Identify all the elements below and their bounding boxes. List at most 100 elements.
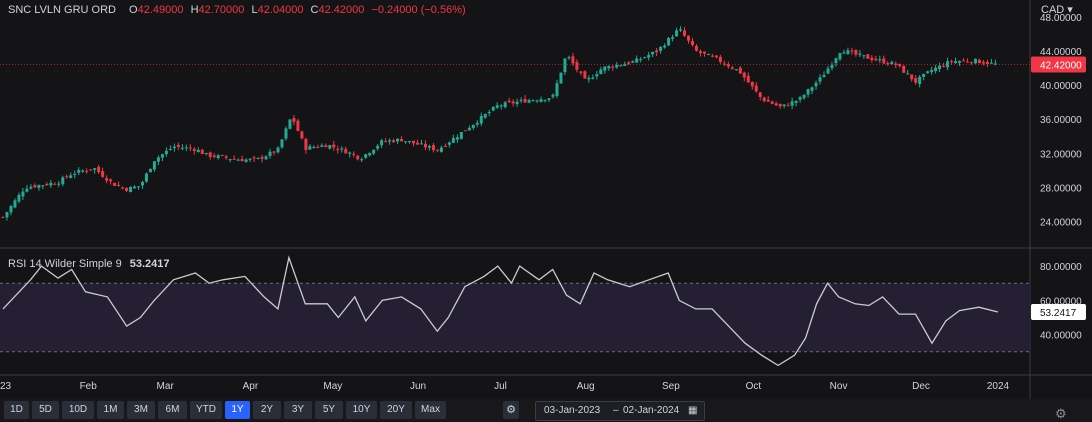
price-tick-label: 48.00000 xyxy=(1040,13,1082,24)
settings-gear-icon[interactable]: ⚙ xyxy=(503,401,519,419)
candle-body xyxy=(870,57,874,61)
chevron-down-icon: ▾ xyxy=(1067,4,1073,16)
range-button-6m[interactable]: 6M xyxy=(158,401,187,419)
candle-body xyxy=(376,145,380,149)
range-button-2y[interactable]: 2Y xyxy=(253,401,281,419)
candle-body xyxy=(467,127,471,131)
candle-body xyxy=(101,171,105,177)
open-value: 42.49000 xyxy=(137,4,184,16)
candle-body xyxy=(224,156,228,158)
candle-body xyxy=(419,143,423,145)
candle-body xyxy=(950,61,954,63)
candle-body xyxy=(176,144,180,147)
candle-body xyxy=(910,74,914,80)
candle-body xyxy=(447,142,451,145)
range-button-10y[interactable]: 10Y xyxy=(346,401,377,419)
rsi-legend-value: 53.2417 xyxy=(129,258,170,270)
range-button-20y[interactable]: 20Y xyxy=(380,401,412,419)
candle-body xyxy=(810,87,814,91)
candle-body xyxy=(276,147,280,153)
candle-body xyxy=(344,149,348,154)
last-price-tag xyxy=(1031,56,1086,73)
candle-body xyxy=(129,186,133,193)
candle-body xyxy=(85,170,89,172)
range-button-3y[interactable]: 3Y xyxy=(284,401,312,419)
range-button-1m[interactable]: 1M xyxy=(97,401,124,419)
range-button-5d[interactable]: 5D xyxy=(32,401,59,419)
candle-body xyxy=(603,66,607,71)
candle-body xyxy=(722,63,726,65)
candle-body xyxy=(21,191,25,197)
candle-body xyxy=(798,97,802,100)
range-button-max[interactable]: Max xyxy=(415,401,446,419)
currency-selector[interactable]: CAD ▾ xyxy=(1041,3,1073,16)
candle-body xyxy=(81,170,85,172)
time-tick-label: Oct xyxy=(746,381,762,392)
candle-body xyxy=(519,99,523,101)
candle-body xyxy=(172,146,176,149)
range-button-5y[interactable]: 5Y xyxy=(315,401,343,419)
candle-body xyxy=(188,147,192,149)
candle-body xyxy=(292,118,296,122)
candle-body xyxy=(29,186,33,189)
candle-body xyxy=(874,58,878,61)
candle-body xyxy=(37,185,41,188)
candle-body xyxy=(200,149,204,155)
candle-body xyxy=(392,140,396,143)
candle-body xyxy=(706,54,710,56)
candle-body xyxy=(483,114,487,118)
candle-body xyxy=(774,103,778,106)
candle-body xyxy=(459,132,463,139)
candle-body xyxy=(308,146,312,150)
range-button-ytd[interactable]: YTD xyxy=(190,401,222,419)
candle-body xyxy=(559,72,563,84)
date-range-picker[interactable]: 03-Jan-2023 – 02-Jan-2024 ▦ xyxy=(535,401,705,421)
candle-body xyxy=(443,145,447,147)
candle-body xyxy=(364,154,368,158)
chart-settings-icon[interactable]: ⚙ xyxy=(1055,406,1067,421)
candle-body xyxy=(97,166,101,173)
candle-body xyxy=(539,99,543,102)
candle-body xyxy=(854,50,858,55)
time-tick-label: Aug xyxy=(577,381,595,392)
range-button-10d[interactable]: 10D xyxy=(62,401,94,419)
candle-body xyxy=(296,120,300,131)
candle-body xyxy=(216,155,220,159)
candle-body xyxy=(316,146,320,148)
candle-body xyxy=(567,57,571,59)
candle-body xyxy=(838,53,842,60)
candle-body xyxy=(65,176,69,178)
candle-body xyxy=(878,59,882,61)
range-button-1d[interactable]: 1D xyxy=(4,401,29,419)
candle-body xyxy=(220,155,224,157)
candle-body xyxy=(587,77,591,80)
candle-body xyxy=(240,158,244,162)
candle-body xyxy=(822,75,826,78)
candle-body xyxy=(125,188,129,191)
candle-body xyxy=(328,145,332,149)
range-button-3m[interactable]: 3M xyxy=(127,401,155,419)
candle-body xyxy=(930,70,934,73)
candle-body xyxy=(575,62,579,70)
rsi-line xyxy=(2,255,999,367)
candle-body xyxy=(451,137,455,143)
candle-body xyxy=(236,159,240,161)
candle-body xyxy=(1,216,5,218)
candle-body xyxy=(902,65,906,73)
chart-canvas[interactable]: 24.00000 28.00000 32.00000 36.00000 40.00000… xyxy=(0,0,1092,399)
rsi-tick-label: 40.00000 xyxy=(1040,331,1082,342)
range-button-1y[interactable]: 1Y xyxy=(225,401,250,419)
date-separator: – xyxy=(613,405,619,416)
candle-body xyxy=(977,59,981,64)
candle-body xyxy=(842,52,846,54)
candle-body xyxy=(643,57,647,59)
candle-body xyxy=(192,148,196,151)
candle-body xyxy=(45,183,49,186)
candle-body xyxy=(818,77,822,82)
rsi-tick-label: 80.00000 xyxy=(1040,262,1082,273)
candle-body xyxy=(591,77,595,79)
candle-body xyxy=(635,58,639,63)
time-tick-label: Feb xyxy=(80,381,98,392)
candle-body xyxy=(109,179,113,182)
candle-body xyxy=(571,56,575,64)
